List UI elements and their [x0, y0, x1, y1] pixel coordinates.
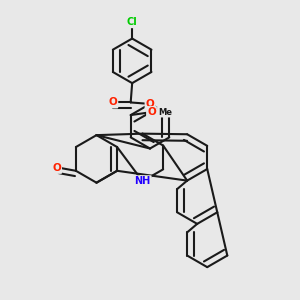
Text: O: O	[146, 99, 154, 109]
Text: Cl: Cl	[127, 17, 137, 27]
Text: NH: NH	[134, 176, 151, 186]
Text: Me: Me	[158, 108, 172, 117]
Text: O: O	[52, 163, 61, 173]
Text: O: O	[109, 98, 117, 107]
Text: O: O	[147, 107, 156, 117]
